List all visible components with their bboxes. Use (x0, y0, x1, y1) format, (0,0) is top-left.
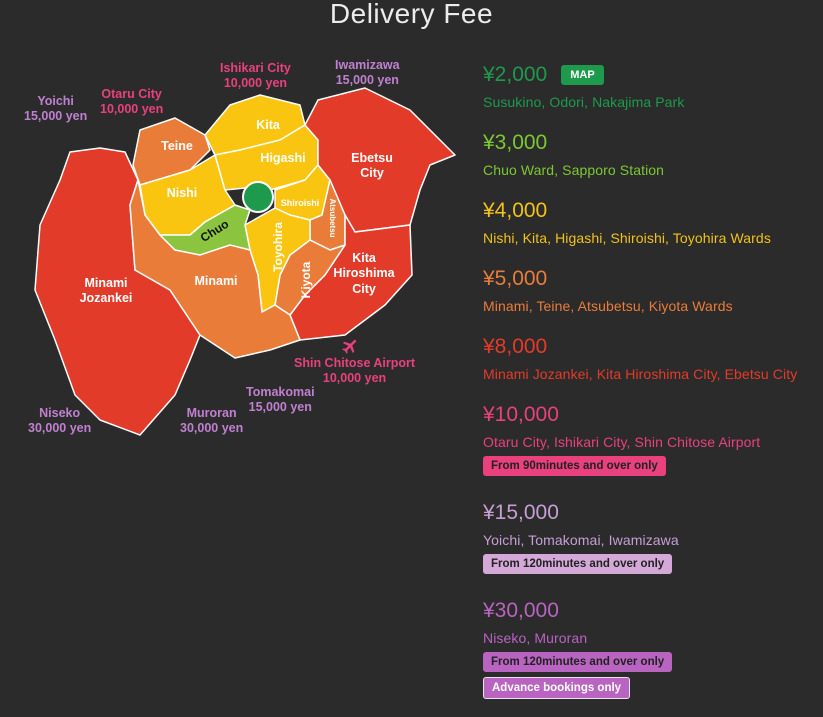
condition-badge: From 90minutes and over only (483, 456, 666, 476)
tier-price: ¥3,000 (483, 131, 548, 154)
ext-label-tomakomai: Tomakomai 15,000 yen (246, 385, 315, 414)
ward-label-toyohira: Toyohira (271, 222, 285, 272)
region-teine (132, 117, 211, 186)
ward-label-kita-hiroshima-2: Hiroshima (333, 266, 395, 280)
ward-label-higashi: Higashi (260, 151, 305, 165)
tier-price: ¥4,000 (483, 199, 548, 222)
page-title: Delivery Fee (329, 0, 494, 29)
ward-label-shiroishi: Shiroishi (281, 198, 320, 208)
ext-label-shin-chitose: Shin Chitose Airport 10,000 yen (294, 356, 416, 385)
tier-price: ¥5,000 (483, 267, 548, 290)
ward-label-ebetsu-1: Ebetsu (351, 151, 393, 165)
condition-badge: From 120minutes and over only (483, 554, 673, 574)
ward-label-nishi: Nishi (167, 186, 198, 200)
ext-label-otaru: Otaru City 10,000 yen (100, 87, 164, 116)
ward-label-minami-jozankei-2: Jozankei (80, 291, 133, 305)
tier-price: ¥8,000 (483, 335, 548, 358)
tier-areas: Yoichi, Tomakomai, Iwamizawa (483, 532, 679, 548)
fee-tier-2000: ¥2,000 MAP Susukino, Odori, Nakajima Par… (483, 60, 684, 110)
ward-label-minami-jozankei-1: Minami (84, 276, 127, 290)
ext-label-ishikari: Ishikari City 10,000 yen (220, 61, 291, 90)
map-button[interactable]: MAP (561, 65, 604, 85)
tier-areas: Chuo Ward, Sapporo Station (483, 162, 665, 178)
fee-tier-10000: ¥10,000 Otaru City, Ishikari City, Shin … (483, 400, 760, 476)
map-svg: Teine Kita Higashi Nishi Minami Ebetsu C… (34, 87, 456, 436)
tier-areas: Nishi, Kita, Higashi, Shiroishi, Toyohir… (483, 230, 771, 246)
tier-areas: Niseko, Muroran (483, 630, 588, 646)
tier-price: ¥15,000 (483, 501, 559, 524)
delivery-map: Teine Kita Higashi Nishi Minami Ebetsu C… (0, 40, 470, 460)
fee-tier-3000: ¥3,000 Chuo Ward, Sapporo Station (483, 128, 664, 178)
tier-areas: Minami Jozankei, Kita Hiroshima City, Eb… (483, 366, 798, 382)
tier-areas: Susukino, Odori, Nakajima Park (483, 94, 685, 110)
tier-price: ¥2,000 (483, 63, 548, 86)
ward-label-kita: Kita (256, 118, 281, 132)
fee-tier-15000: ¥15,000 Yoichi, Tomakomai, Iwamizawa Fro… (483, 498, 679, 574)
ward-label-teine: Teine (161, 139, 193, 153)
condition-badge: From 120minutes and over only (483, 652, 673, 672)
region-ebetsu (304, 87, 456, 233)
ward-label-ebetsu-2: City (360, 166, 384, 180)
tier-areas: Otaru City, Ishikari City, Shin Chitose … (483, 434, 761, 450)
ext-label-muroran: Muroran 30,000 yen (180, 406, 244, 435)
ward-label-kiyota: Kiyota (299, 261, 313, 298)
ext-label-yoichi: Yoichi 15,000 yen (24, 94, 88, 123)
ward-label-kita-hiroshima-1: Kita (352, 251, 377, 265)
airplane-icon (342, 339, 357, 354)
fee-tier-30000: ¥30,000 Niseko, Muroran From 120minutes … (483, 596, 673, 699)
region-chuo (159, 204, 251, 256)
advance-booking-badge: Advance bookings only (483, 677, 631, 699)
ward-label-minami: Minami (194, 274, 237, 288)
fee-tier-5000: ¥5,000 Minami, Teine, Atsubetsu, Kiyota … (483, 264, 733, 314)
ext-label-iwamizawa: Iwamizawa 15,000 yen (335, 58, 400, 87)
fee-tier-4000: ¥4,000 Nishi, Kita, Higashi, Shiroishi, … (483, 196, 771, 246)
tier-areas: Minami, Teine, Atsubetsu, Kiyota Wards (483, 298, 733, 314)
center-marker-icon (242, 181, 274, 213)
tier-price: ¥30,000 (483, 599, 559, 622)
tier-price: ¥10,000 (483, 403, 559, 426)
ext-label-niseko: Niseko 30,000 yen (28, 406, 92, 435)
ward-label-kita-hiroshima-3: City (352, 282, 376, 296)
fee-tier-8000: ¥8,000 Minami Jozankei, Kita Hiroshima C… (483, 332, 797, 382)
ward-label-atsubetsu: Atsubetsu (328, 198, 337, 237)
